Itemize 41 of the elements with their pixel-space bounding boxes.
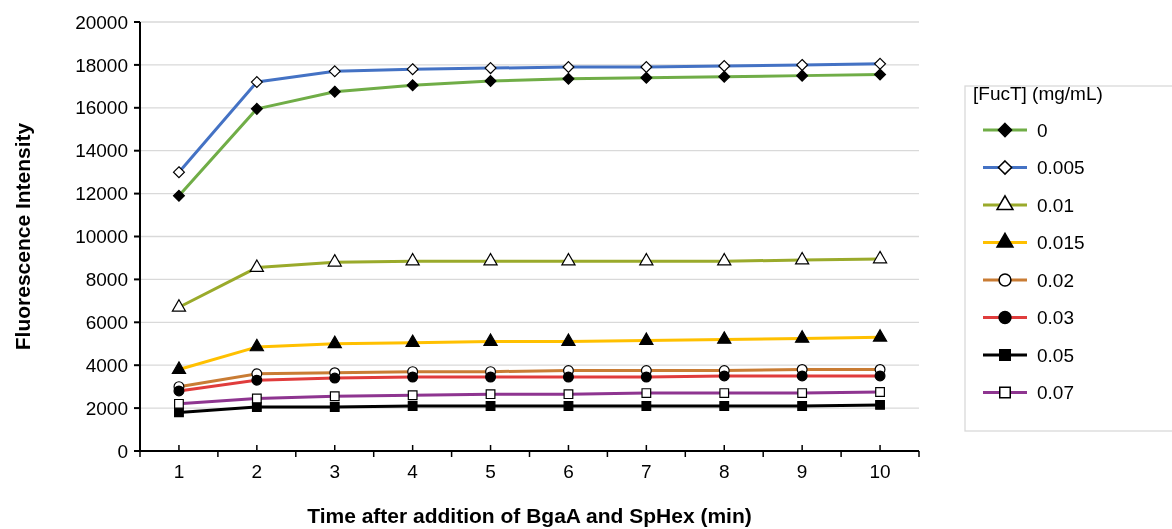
legend-label: 0.01 xyxy=(1037,194,1074,216)
y-tick-label: 20000 xyxy=(75,11,128,33)
point xyxy=(407,401,418,411)
legend-label: 0.05 xyxy=(1037,344,1074,366)
y-tick-label: 6000 xyxy=(85,311,128,333)
point xyxy=(875,399,885,410)
x-tick-label: 5 xyxy=(485,461,496,482)
x-tick-label: 3 xyxy=(329,461,341,482)
x-tick-label: 1 xyxy=(173,461,185,482)
point xyxy=(329,402,340,412)
legend-title: [FucT] (mg/mL) xyxy=(973,83,1103,104)
point xyxy=(485,401,496,411)
legend-label: 0 xyxy=(1037,119,1048,141)
y-tick-label: 2000 xyxy=(85,397,128,419)
legend-label: 0.07 xyxy=(1037,382,1074,404)
legend-label: 0.015 xyxy=(1037,232,1085,254)
y-tick-label: 4000 xyxy=(85,354,128,376)
point xyxy=(641,401,652,411)
x-tick-label: 9 xyxy=(796,461,808,482)
y-tick-label: 14000 xyxy=(75,140,128,162)
y-tick-label: 12000 xyxy=(75,183,128,205)
y-tick-label: 10000 xyxy=(75,226,128,248)
y-tick-label: 8000 xyxy=(85,269,128,291)
point xyxy=(251,402,262,412)
y-tick-label: 16000 xyxy=(75,97,128,119)
x-tick-label: 6 xyxy=(563,461,574,482)
y-tick-label: 0 xyxy=(117,440,128,462)
legend-label: 0.02 xyxy=(1037,269,1074,291)
point xyxy=(563,401,574,411)
legend-label: 0.03 xyxy=(1037,307,1074,329)
y-axis-title: Fluorescence Intensity xyxy=(11,122,34,351)
x-tick-label: 7 xyxy=(641,461,652,482)
x-tick-label: 8 xyxy=(718,461,730,482)
x-tick-label: 10 xyxy=(869,461,891,482)
legend-label: 0.005 xyxy=(1037,157,1085,179)
y-tick-label: 18000 xyxy=(75,54,128,76)
point xyxy=(719,401,730,411)
x-tick-label: 2 xyxy=(251,461,263,482)
x-tick-label: 4 xyxy=(407,461,419,482)
point xyxy=(797,401,808,411)
x-axis-title: Time after addition of BgaA and SpHex (min) xyxy=(307,504,752,527)
